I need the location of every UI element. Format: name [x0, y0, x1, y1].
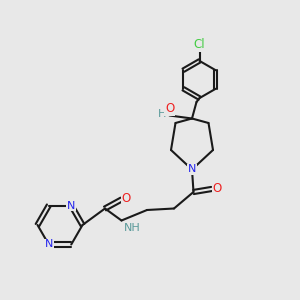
Text: O: O — [122, 191, 130, 205]
Text: N: N — [45, 239, 53, 250]
Text: H: H — [158, 109, 166, 119]
Text: Cl: Cl — [194, 38, 205, 52]
Text: O: O — [165, 102, 174, 116]
Text: NH: NH — [124, 223, 141, 233]
Text: N: N — [67, 200, 75, 211]
Text: N: N — [188, 164, 196, 175]
Text: O: O — [212, 182, 221, 196]
